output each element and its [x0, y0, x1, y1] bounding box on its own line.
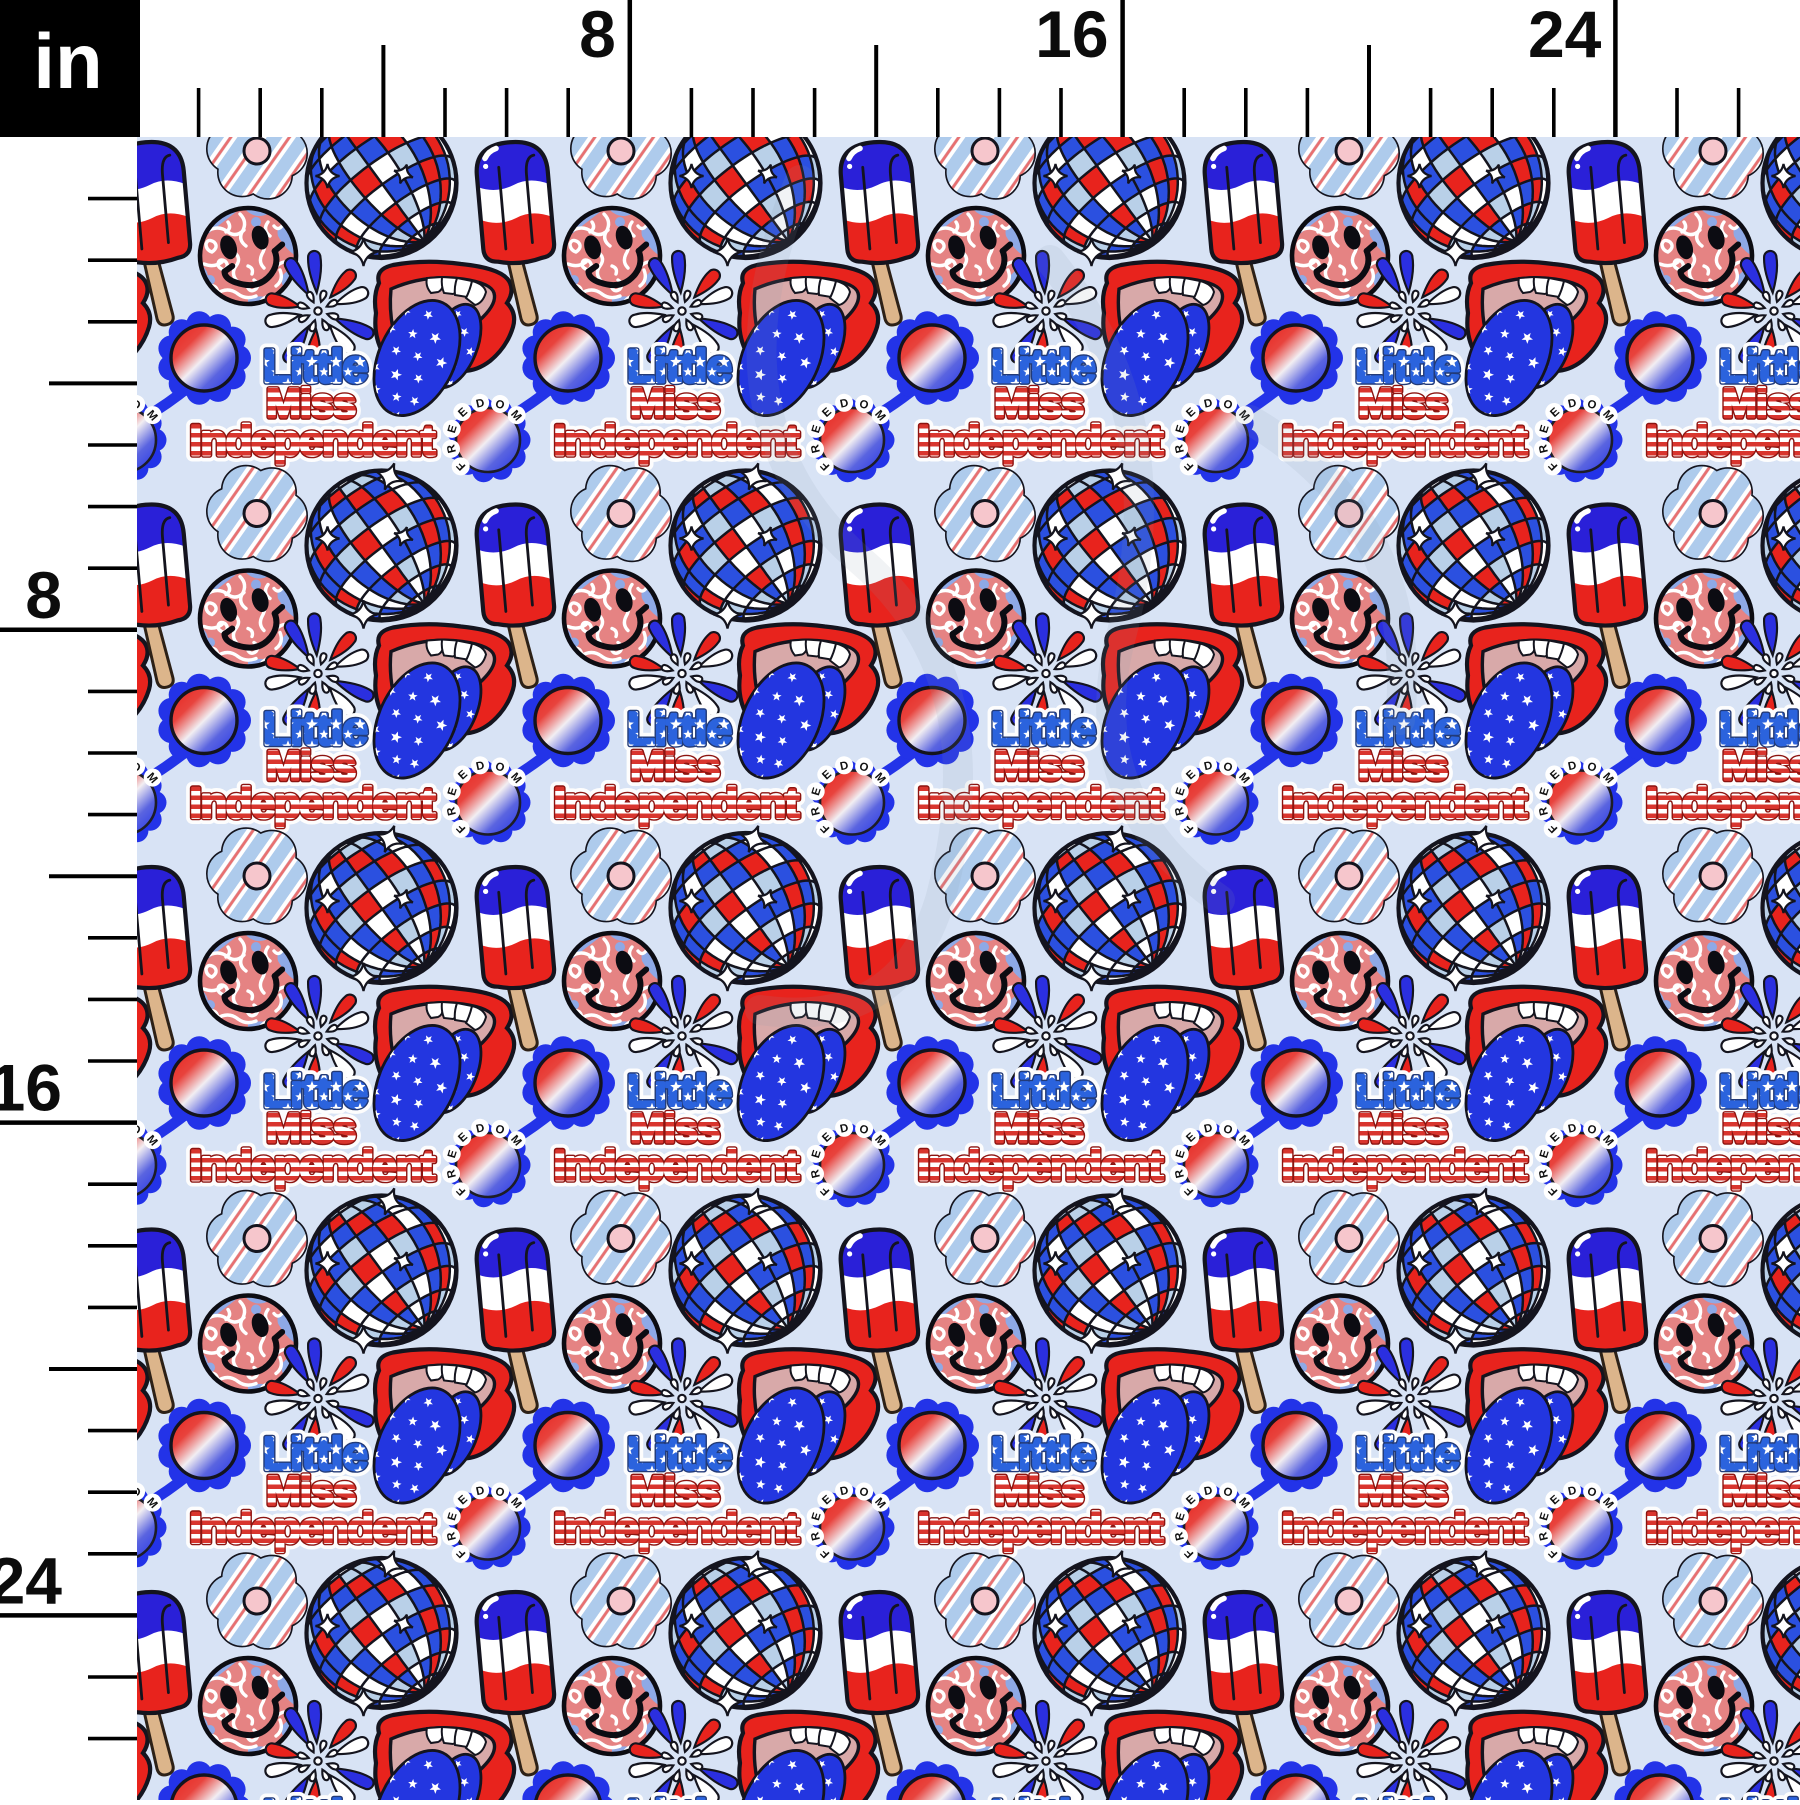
svg-text:24: 24	[0, 1543, 62, 1617]
svg-text:in: in	[33, 17, 102, 105]
svg-text:8: 8	[579, 0, 616, 71]
svg-text:8: 8	[25, 558, 62, 632]
svg-text:24: 24	[1528, 0, 1602, 71]
svg-text:16: 16	[1035, 0, 1108, 71]
svg-text:16: 16	[0, 1051, 62, 1125]
